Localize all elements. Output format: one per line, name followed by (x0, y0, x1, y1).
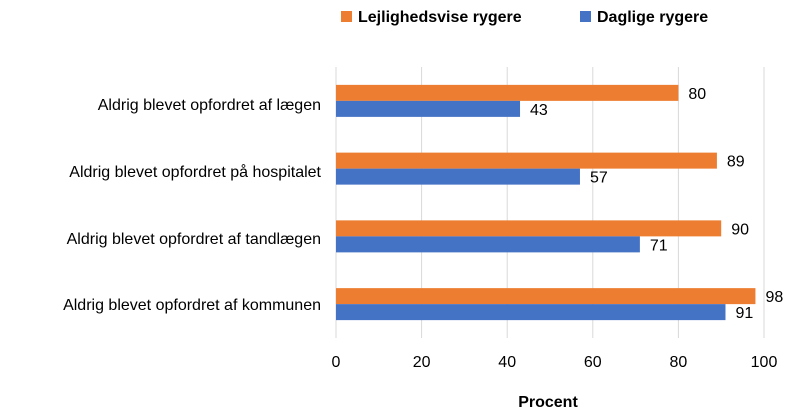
bar (336, 100, 521, 117)
x-tick-label: 0 (332, 354, 341, 371)
category-label: Aldrig blevet opfordret af kommunen (63, 297, 321, 314)
x-axis-label: Procent (518, 394, 578, 411)
legend-swatch-lejlighedsvise (341, 11, 352, 22)
x-tick-label: 20 (413, 354, 431, 371)
bar (336, 236, 640, 253)
x-tick-labels: 0 20 40 60 80 100 (332, 354, 778, 371)
x-tick-label: 60 (584, 354, 602, 371)
data-label: 80 (688, 86, 706, 103)
data-label: 90 (731, 221, 749, 238)
legend: Lejlighedsvise rygere Daglige rygere (341, 9, 708, 26)
data-label: 89 (727, 154, 745, 171)
legend-label-lejlighedsvise: Lejlighedsvise rygere (358, 9, 522, 26)
data-labels: 80 43 89 57 90 71 98 91 (530, 86, 783, 322)
legend-swatch-daglige (580, 11, 591, 22)
x-tick-label: 40 (498, 354, 516, 371)
legend-label-daglige: Daglige rygere (597, 9, 708, 26)
data-label: 57 (590, 170, 608, 187)
x-tick-label: 100 (751, 354, 778, 371)
category-labels: Aldrig blevet opfordret af lægen Aldrig … (63, 97, 321, 314)
bar (336, 220, 722, 237)
bar (336, 288, 756, 305)
x-tick-label: 80 (670, 354, 688, 371)
bar (336, 152, 717, 169)
data-label: 43 (530, 102, 548, 119)
bar (336, 168, 580, 185)
bar (336, 304, 726, 321)
data-label: 98 (765, 289, 783, 306)
category-label: Aldrig blevet opfordret af lægen (98, 97, 321, 114)
category-label: Aldrig blevet opfordret på hospitalet (69, 163, 321, 181)
bars (336, 84, 756, 321)
data-label: 91 (735, 305, 753, 322)
category-label: Aldrig blevet opfordret af tandlægen (67, 231, 321, 248)
bar (336, 84, 679, 101)
data-label: 71 (650, 237, 668, 254)
